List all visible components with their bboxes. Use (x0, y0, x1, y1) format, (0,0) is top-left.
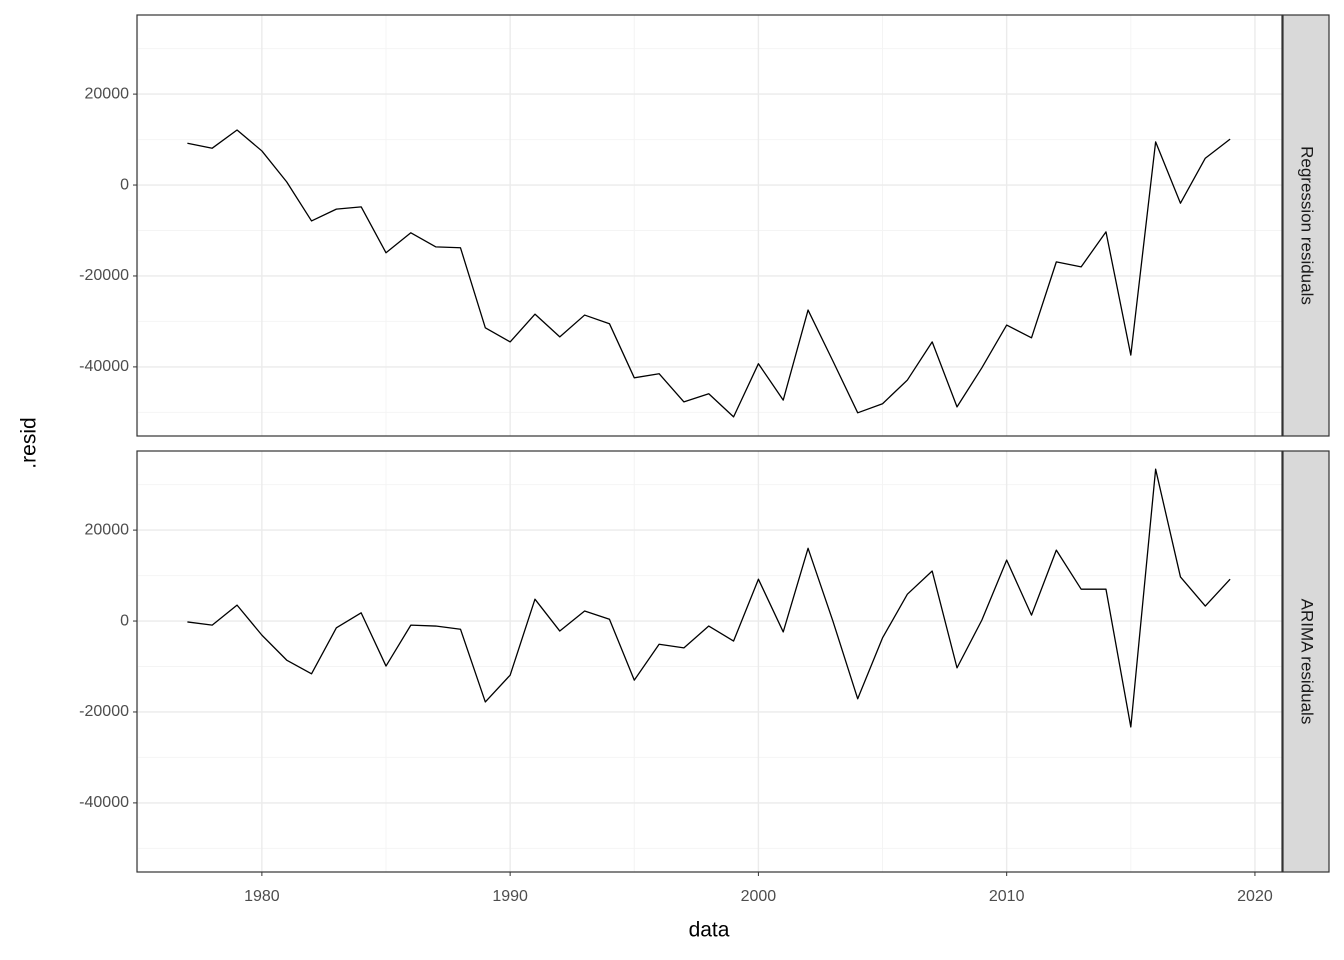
x-axis-title: data (689, 919, 730, 942)
x-tick-label: 1990 (492, 888, 528, 905)
panel-border (136, 450, 1283, 873)
y-tick-label: -20000 (79, 267, 129, 284)
x-tick-label: 2020 (1237, 888, 1273, 905)
y-tick-label: -40000 (79, 794, 129, 811)
x-tick-label: 2010 (989, 888, 1025, 905)
y-tick-label: 0 (120, 176, 129, 193)
y-tick-label: 20000 (85, 521, 130, 538)
residual-line (187, 129, 1231, 418)
x-tick-label: 1980 (244, 888, 280, 905)
y-tick-label: -40000 (79, 358, 129, 375)
x-tick-label: 2000 (741, 888, 777, 905)
residual-line (187, 468, 1231, 728)
y-tick-label: -20000 (79, 703, 129, 720)
y-tick-label: 20000 (85, 85, 130, 102)
facet-label: Regression residuals (1298, 146, 1317, 305)
panel-border (136, 14, 1283, 437)
facet-strip (1282, 14, 1330, 437)
facet-strip (1282, 450, 1330, 873)
y-tick-label: 0 (120, 612, 129, 629)
facet-label: ARIMA residuals (1298, 599, 1317, 725)
y-axis-title: .resid (18, 417, 41, 468)
